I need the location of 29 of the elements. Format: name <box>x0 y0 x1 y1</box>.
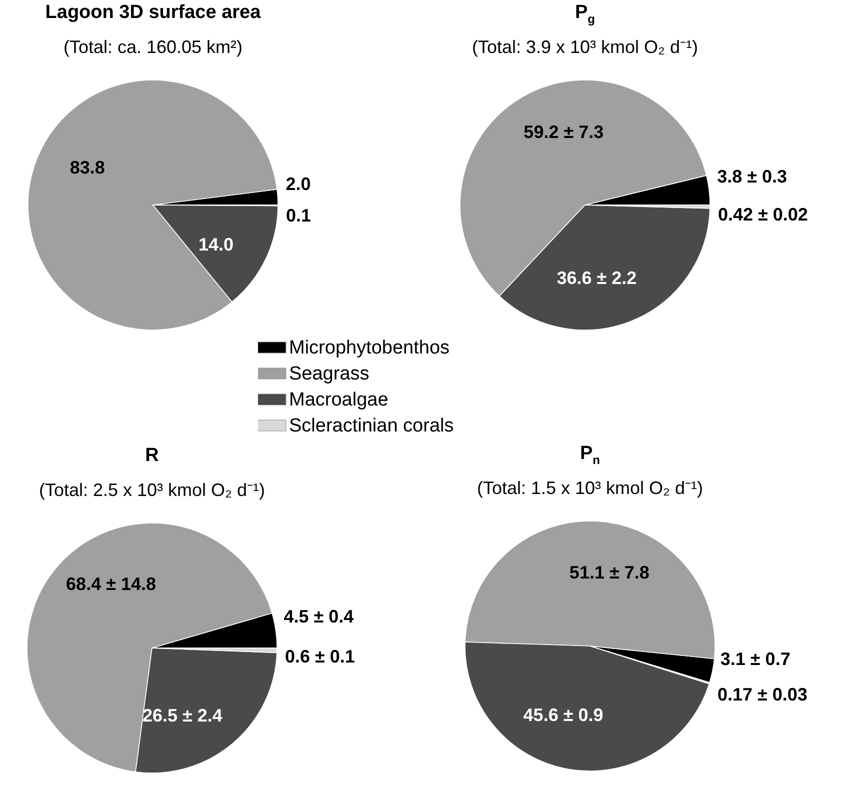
chart-subtitle: (Total: 3.9 x 10³ kmol O₂ d⁻¹) <box>470 36 700 59</box>
data-label: 4.5 ± 0.4 <box>284 606 354 627</box>
data-label: 36.6 ± 2.2 <box>556 268 637 288</box>
data-label: 26.5 ± 2.4 <box>142 706 222 726</box>
chart-subtitle: (Total: 2.5 x 10³ kmol O₂ d⁻¹) <box>38 479 266 502</box>
legend-label: Scleractinian corals <box>289 416 454 436</box>
chart-title: P$_{g}$ <box>574 1 596 28</box>
data-label: 0.17 ± 0.03 <box>717 684 808 705</box>
data-label: 3.8 ± 0.3 <box>717 166 788 186</box>
data-label: 0.42 ± 0.02 <box>718 204 808 224</box>
chart-title: P$_{n}$ <box>578 442 602 469</box>
legend-label: Macroalgae <box>289 390 388 410</box>
legend-label: Microphytobenthos <box>289 338 450 358</box>
data-label: 68.4 ± 14.8 <box>66 574 156 594</box>
chart-title: Lagoon 3D surface area <box>44 1 262 25</box>
legend-label: Seagrass <box>289 364 370 384</box>
pie-slice <box>28 80 278 330</box>
data-label: 0.6 ± 0.1 <box>284 646 355 667</box>
data-label: 51.1 ± 7.8 <box>569 562 650 583</box>
data-label: 45.6 ± 0.9 <box>523 705 604 726</box>
chart-subtitle: (Total: 1.5 x 10³ kmol O₂ d⁻¹) <box>476 477 704 500</box>
data-label: 2.0 <box>286 174 311 194</box>
data-label: 83.8 <box>70 158 105 178</box>
chart-title: R <box>144 444 160 468</box>
chart-subtitle: (Total: ca. 160.05 km²) <box>62 36 244 59</box>
data-label: 59.2 ± 7.3 <box>524 122 604 142</box>
data-label: 0.1 <box>286 206 312 226</box>
data-label: 3.1 ± 0.7 <box>720 648 790 669</box>
data-label: 14.0 <box>198 234 234 255</box>
